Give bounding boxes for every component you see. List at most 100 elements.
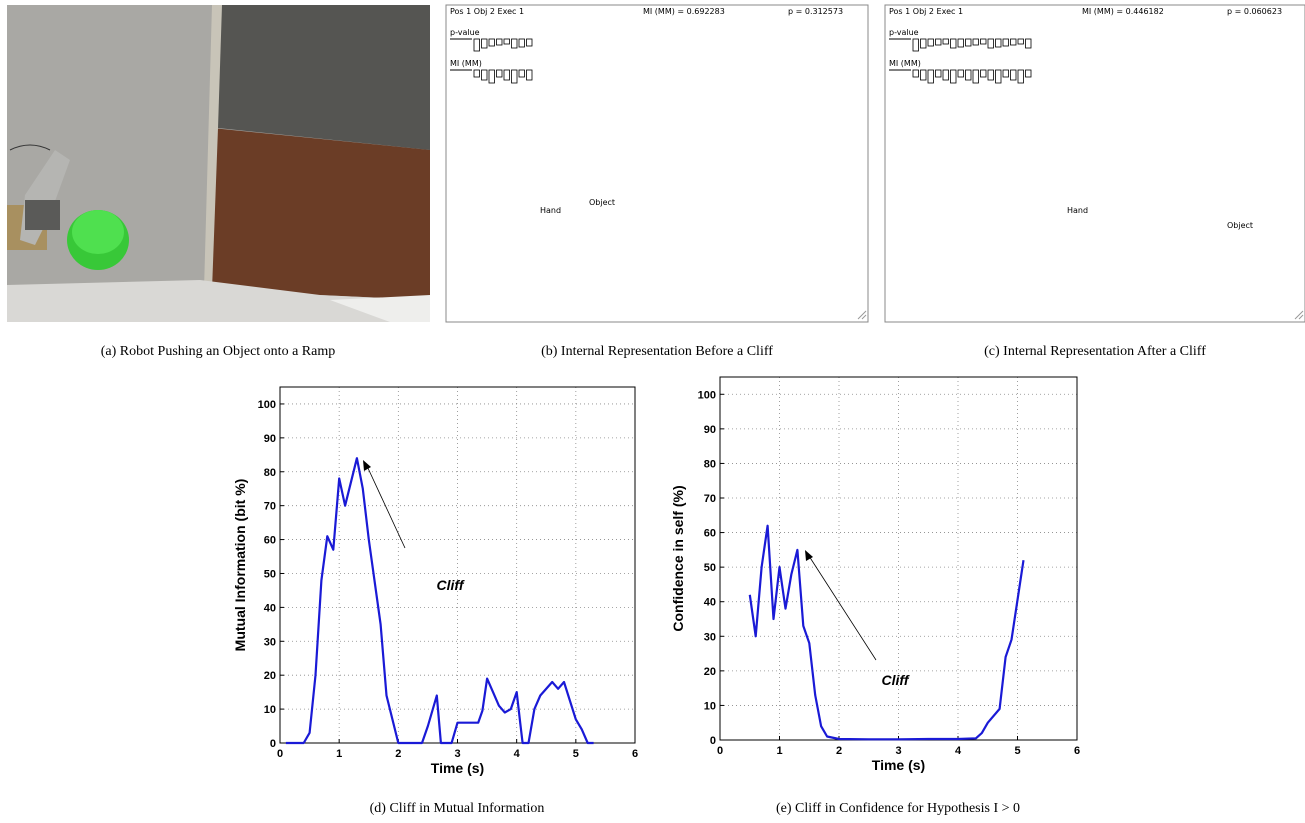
row-label: p-value <box>450 28 480 37</box>
y-axis-label: Confidence in self (%) <box>670 485 686 631</box>
screen-mi: MI (MM) = 0.692283 <box>643 7 725 16</box>
y-tick-label: 80 <box>704 458 716 470</box>
glyph-bar <box>1017 38 1024 45</box>
glyph-bar <box>1002 38 1009 47</box>
screen-header: Pos 1 Obj 2 Exec 1 <box>450 7 524 16</box>
x-tick-label: 3 <box>895 745 901 757</box>
object-label: Object <box>589 198 615 207</box>
glyph-bar <box>912 38 919 52</box>
glyph-bar <box>995 38 1002 48</box>
glyph-bar <box>473 38 480 52</box>
y-tick-label: 90 <box>264 433 276 445</box>
glyph-bar <box>526 38 533 47</box>
caption: (a) Robot Pushing an Object onto a Ramp <box>101 344 335 359</box>
x-tick-label: 4 <box>955 745 962 757</box>
object-label: Object <box>1227 221 1253 230</box>
data-line <box>285 457 594 745</box>
hand-label: Hand <box>540 206 561 215</box>
annotation: Cliff <box>437 577 465 593</box>
glyph-bar <box>481 38 488 49</box>
y-tick-label: 40 <box>264 602 276 614</box>
plot-area <box>280 387 635 743</box>
glyph-bar <box>972 38 979 46</box>
caption: (e) Cliff in Confidence for Hypothesis I… <box>776 801 1020 816</box>
glyph-bar <box>927 38 934 47</box>
y-tick-label: 90 <box>704 424 716 436</box>
screen-mi: MI (MM) = 0.446182 <box>1082 7 1164 16</box>
glyph-bar <box>950 38 957 49</box>
y-tick-label: 30 <box>264 636 276 648</box>
resize-grip <box>1294 310 1304 320</box>
y-axis-label: Mutual Information (bit %) <box>232 479 248 652</box>
x-tick-label: 2 <box>395 748 401 760</box>
arrow-head <box>363 460 371 471</box>
glyph-bar <box>935 38 942 46</box>
x-tick-label: 5 <box>1014 745 1020 757</box>
y-tick-label: 100 <box>258 399 276 411</box>
y-tick-label: 0 <box>270 738 276 750</box>
glyph-bar <box>942 38 949 45</box>
x-tick-label: 4 <box>514 748 521 760</box>
glyph-bar <box>488 69 495 84</box>
glyph-bar <box>511 69 518 84</box>
glyph-bar <box>526 69 533 81</box>
caption: (c) Internal Representation After a Clif… <box>984 344 1206 359</box>
annotation-arrow <box>366 465 406 549</box>
glyph-bar <box>1010 38 1017 46</box>
y-tick-label: 30 <box>704 631 716 643</box>
caption: (b) Internal Representation Before a Cli… <box>541 344 773 359</box>
screen-c <box>884 4 1305 323</box>
glyph-bar <box>1002 69 1009 78</box>
glyph-bar <box>1017 69 1024 84</box>
row-label: MI (MM) <box>450 59 482 68</box>
glyph-bar <box>942 69 949 81</box>
arrow-head <box>805 550 813 561</box>
glyph-bar <box>965 38 972 47</box>
x-tick-label: 1 <box>776 745 782 757</box>
glyph-bar <box>473 69 480 78</box>
y-tick-label: 60 <box>264 535 276 547</box>
y-tick-label: 10 <box>264 704 276 716</box>
x-tick-label: 0 <box>277 748 283 760</box>
y-tick-label: 0 <box>710 735 716 747</box>
glyph-bar <box>488 38 495 47</box>
y-tick-label: 20 <box>704 666 716 678</box>
screen-header: Pos 1 Obj 2 Exec 1 <box>889 7 963 16</box>
glyph-bar <box>957 69 964 78</box>
glyph-bar <box>935 69 942 78</box>
glyph-bar <box>927 69 934 84</box>
glyph-bar <box>950 69 957 84</box>
row-label: MI (MM) <box>889 59 921 68</box>
glyph-bar <box>503 69 510 81</box>
screen-b <box>445 4 869 323</box>
glyph-bar <box>980 69 987 78</box>
y-tick-label: 20 <box>264 670 276 682</box>
data-line <box>748 524 1025 741</box>
y-tick-label: 70 <box>264 501 276 513</box>
annotation: Cliff <box>882 672 910 688</box>
y-tick-label: 50 <box>264 568 276 580</box>
y-tick-label: 50 <box>704 562 716 574</box>
glyph-bar <box>980 38 987 45</box>
photo <box>7 5 430 322</box>
y-tick-label: 70 <box>704 493 716 505</box>
glyph-bar <box>995 69 1002 84</box>
y-tick-label: 40 <box>704 597 716 609</box>
glyph-bar <box>481 69 488 81</box>
hand-label: Hand <box>1067 206 1088 215</box>
annotation-arrow <box>808 555 877 661</box>
glyph-bar <box>511 38 518 49</box>
glyph-bar <box>912 69 919 78</box>
x-tick-label: 2 <box>836 745 842 757</box>
glyph-bar <box>496 69 503 78</box>
glyph-bar <box>987 38 994 49</box>
x-tick-label: 1 <box>336 748 342 760</box>
y-tick-label: 80 <box>264 467 276 479</box>
glyph-bar <box>518 38 525 48</box>
x-tick-label: 6 <box>1074 745 1080 757</box>
axes-frame <box>279 386 636 744</box>
row-label: p-value <box>889 28 919 37</box>
glyph-bar <box>1025 38 1032 49</box>
glyph-bar <box>503 38 510 45</box>
